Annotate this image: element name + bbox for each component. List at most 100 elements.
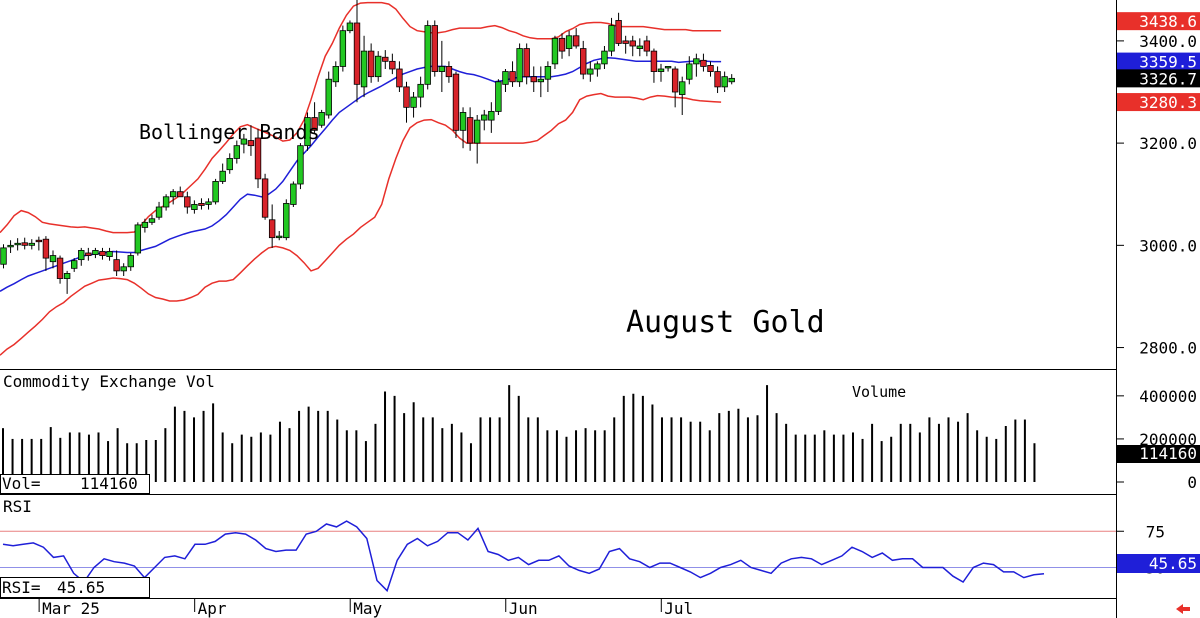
volume-tick-label: 200000 [1139, 430, 1197, 449]
volume-readout-box [0, 474, 150, 494]
candle [551, 35, 559, 69]
candle [495, 79, 502, 115]
candle [268, 204, 276, 248]
candle [516, 43, 523, 87]
arrow-left-icon[interactable] [1176, 604, 1190, 614]
candle [290, 181, 297, 207]
candle [466, 107, 474, 151]
candle [714, 66, 721, 94]
candle [537, 66, 545, 98]
candle [318, 109, 325, 128]
candle [35, 236, 43, 251]
x-axis-label: Apr [198, 599, 227, 618]
candle [728, 74, 735, 85]
price-panel: 3400.0 3200.0 3000.0 2800.0 3438.6 3359.5332… [0, 0, 1200, 358]
candle [382, 50, 389, 69]
candle [403, 81, 410, 123]
candle [565, 30, 573, 57]
volume-tick-label: 0 [1187, 473, 1197, 492]
candle [502, 69, 509, 92]
candle [431, 20, 438, 77]
candle [473, 115, 481, 164]
candle [671, 66, 679, 108]
candle [276, 231, 283, 241]
candle [99, 247, 106, 260]
panel-frames [0, 0, 1117, 618]
candle [445, 61, 453, 83]
rsi-readout-label: RSI= [2, 578, 41, 597]
price-tick-label: 2800.0 [1139, 339, 1197, 358]
candle [693, 53, 700, 77]
candle [63, 270, 71, 294]
candle [14, 238, 21, 251]
price-tick-label: 3400.0 [1139, 32, 1197, 51]
rsi-tick-label: 75 [1146, 522, 1165, 541]
candle [339, 25, 347, 72]
price-tag: 3359.5 [1117, 52, 1200, 72]
price-gridlines: 3400.0 3200.0 3000.0 2800.0 [1116, 32, 1197, 358]
candle [650, 48, 658, 83]
candle [629, 35, 636, 57]
x-axis-label: Jul [664, 599, 693, 618]
volume-last-tag-bg [1117, 445, 1200, 463]
candle [92, 247, 99, 259]
svg-text:3280.3: 3280.3 [1139, 93, 1197, 112]
candle [410, 92, 417, 118]
candle [233, 140, 241, 164]
candle [85, 247, 92, 261]
candle [212, 178, 219, 205]
candle [226, 153, 233, 174]
candle [346, 20, 354, 34]
candle [544, 61, 552, 92]
candle [664, 66, 672, 72]
candle [177, 186, 184, 198]
candle [7, 240, 14, 253]
svg-text:3438.6: 3438.6 [1139, 12, 1197, 31]
candle [636, 38, 643, 57]
rsi-ticks: 7550 [0, 522, 1165, 578]
svg-text:3359.5: 3359.5 [1139, 53, 1197, 72]
candle [106, 247, 113, 261]
middle-bollinger-band [0, 57, 722, 292]
candle [198, 198, 205, 210]
candle [21, 237, 28, 250]
volume-bars [2, 385, 1036, 482]
price-tick-label: 3200.0 [1139, 134, 1197, 153]
candle [120, 263, 127, 276]
bollinger-bands-annotation: Bollinger Bands [139, 120, 320, 144]
candle [572, 28, 580, 49]
candle [679, 76, 686, 115]
candle [311, 102, 318, 133]
volume-readout-label: Vol= [2, 474, 41, 493]
price-tag: 3438.6 [1117, 12, 1200, 31]
candle [113, 250, 120, 276]
candle [396, 61, 403, 92]
candle [49, 250, 57, 269]
candle [162, 194, 170, 211]
candle [240, 133, 248, 154]
candle [622, 35, 629, 54]
x-axis-label: Jun [509, 599, 538, 618]
rsi-readout-box [0, 577, 150, 598]
candle [283, 199, 290, 241]
svg-text:3326.7: 3326.7 [1139, 69, 1197, 88]
candle [580, 40, 587, 80]
candle [332, 61, 339, 87]
candle [169, 189, 177, 205]
candle [247, 125, 255, 156]
x-axis-labels: Mar 25 Apr May Jun Jul [38, 598, 693, 618]
volume-last-tag: 114160 [1139, 444, 1197, 463]
candle [42, 236, 50, 271]
candle [375, 51, 382, 82]
candle [558, 33, 566, 59]
volume-annotation: Volume [852, 383, 906, 401]
candle [389, 53, 396, 75]
candle [452, 71, 460, 138]
candle [191, 200, 198, 214]
candle [686, 56, 693, 85]
candle [134, 222, 142, 256]
candle [261, 173, 269, 220]
candle [56, 255, 64, 284]
candle [643, 35, 651, 57]
